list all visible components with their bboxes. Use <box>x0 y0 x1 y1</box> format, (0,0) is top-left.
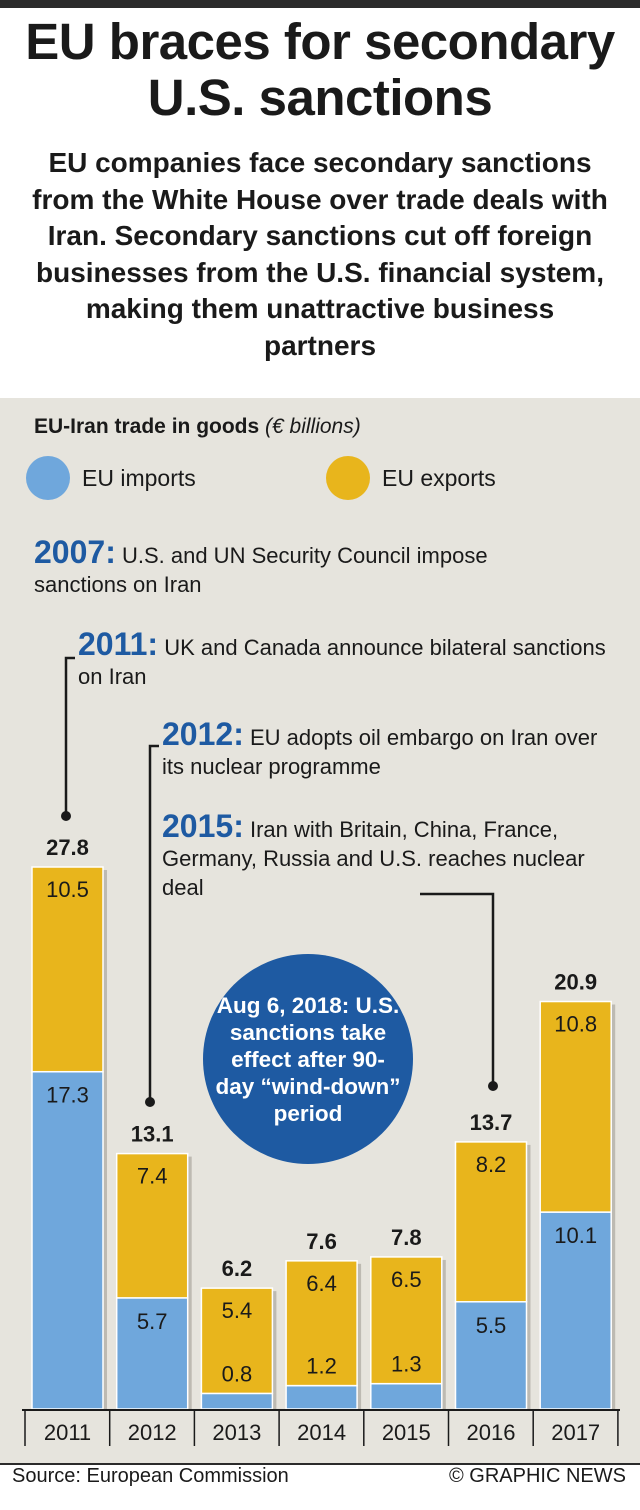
annotation-2015-text: Iran with Britain, China, France, German… <box>162 817 585 900</box>
leader-2011-dot <box>61 811 71 821</box>
x-label-2013: 2013 <box>212 1420 261 1445</box>
x-label-2014: 2014 <box>297 1420 346 1445</box>
footer <box>0 1463 640 1510</box>
annotation-2007-text: U.S. and UN Security Council impose sanc… <box>34 543 488 597</box>
label-total-2015: 7.8 <box>391 1225 422 1250</box>
annotation-2015-year: 2015: <box>162 808 244 844</box>
bar-imports-2017 <box>539 1211 612 1410</box>
chart-title: EU-Iran trade in goods (€ billions) <box>34 414 361 440</box>
x-label-2012: 2012 <box>128 1420 177 1445</box>
legend-exports-swatch <box>326 456 370 500</box>
sanctions-callout-text: Aug 6, 2018: U.S. sanctions take effect … <box>215 992 401 1126</box>
annotation-2011-text: UK and Canada announce bilateral sanctio… <box>78 635 606 689</box>
bar-imports-2016 <box>454 1301 528 1410</box>
bar-imports-2015 <box>370 1382 443 1410</box>
legend-exports-label: EU exports <box>382 464 496 491</box>
legend-imports: EU imports <box>26 455 196 501</box>
label-exports-2016: 8.2 <box>476 1152 507 1177</box>
bar-exports-2015 <box>370 1256 443 1385</box>
annotation-2015: 2015: Iran with Britain, China, France, … <box>162 810 602 902</box>
annotation-2012-year: 2012: <box>162 716 244 752</box>
x-axis-labels: 2011 2012 2013 2014 2015 2016 2017 <box>24 1410 619 1446</box>
label-exports-2015: 6.5 <box>391 1267 422 1292</box>
bars-group: 10.5 17.3 27.8 7.4 5.7 13.1 5.4 0.8 6.2 6.4 1.2 7.6… <box>31 835 616 1410</box>
label-imports-2015: 1.3 <box>391 1352 422 1377</box>
label-exports-2011: 10.5 <box>46 877 89 902</box>
label-exports-2017: 10.8 <box>554 1012 597 1037</box>
label-imports-2011: 17.3 <box>46 1083 89 1108</box>
leader-2012-dot <box>145 1097 155 1107</box>
label-exports-2012: 7.4 <box>137 1164 168 1189</box>
label-total-2016: 13.7 <box>470 1110 513 1135</box>
label-imports-2017: 10.1 <box>554 1223 597 1248</box>
label-exports-2013: 5.4 <box>222 1298 253 1323</box>
sanctions-callout: Aug 6, 2018: U.S. sanctions take effect … <box>203 954 413 1164</box>
annotation-2007-year: 2007: <box>34 534 116 570</box>
annotation-2012: 2012: EU adopts oil embargo on Iran over… <box>162 718 622 781</box>
label-total-2014: 7.6 <box>306 1229 337 1254</box>
bar-exports-2016 <box>454 1141 528 1303</box>
leader-2015 <box>420 892 495 1086</box>
label-imports-2012: 5.7 <box>137 1309 168 1334</box>
x-label-2011: 2011 <box>44 1420 91 1445</box>
annotation-2012-text: EU adopts oil embargo on Iran over its n… <box>162 725 598 779</box>
legend-imports-label: EU imports <box>82 464 196 491</box>
leader-2012 <box>148 744 159 1102</box>
annotation-2011: 2011: UK and Canada announce bilateral s… <box>78 628 608 691</box>
bar-imports-2011 <box>31 1070 104 1410</box>
annotation-2007: 2007: U.S. and UN Security Council impos… <box>34 536 514 599</box>
label-total-2013: 6.2 <box>222 1256 253 1281</box>
bar-imports-2014 <box>285 1384 358 1410</box>
leader-2015-dot <box>488 1081 498 1091</box>
label-total-2011: 27.8 <box>46 835 89 860</box>
x-label-2016: 2016 <box>467 1420 516 1445</box>
label-imports-2016: 5.5 <box>476 1313 507 1338</box>
bar-exports-2013 <box>200 1287 274 1395</box>
subtitle: EU companies face secondary sanctions fr… <box>32 147 608 361</box>
label-imports-2013: 0.8 <box>222 1361 253 1386</box>
label-total-2012: 13.1 <box>131 1122 174 1147</box>
bar-exports-2012 <box>115 1152 189 1299</box>
bar-exports-2011 <box>31 866 104 1073</box>
page-title: EU braces for secondary U.S. sanctions <box>25 13 615 126</box>
label-exports-2014: 6.4 <box>306 1271 337 1296</box>
bar-exports-2017 <box>539 1000 612 1213</box>
chart-title-unit: (€ billions) <box>265 415 361 438</box>
label-imports-2014: 1.2 <box>306 1354 337 1379</box>
bar-exports-2014 <box>285 1260 358 1387</box>
x-label-2015: 2015 <box>382 1420 431 1445</box>
label-total-2017: 20.9 <box>554 970 597 995</box>
chart-title-main: EU-Iran trade in goods <box>34 415 260 438</box>
top-rule <box>0 0 640 8</box>
annotation-2011-year: 2011: <box>78 626 159 662</box>
credit: © GRAPHIC NEWS <box>449 1465 626 1487</box>
legend-imports-swatch <box>26 456 70 500</box>
source-note: Source: European Commission <box>12 1465 289 1487</box>
leader-2011 <box>64 656 75 816</box>
legend-exports: EU exports <box>326 455 496 501</box>
bar-imports-2013 <box>200 1392 274 1410</box>
x-label-2017: 2017 <box>551 1420 600 1445</box>
